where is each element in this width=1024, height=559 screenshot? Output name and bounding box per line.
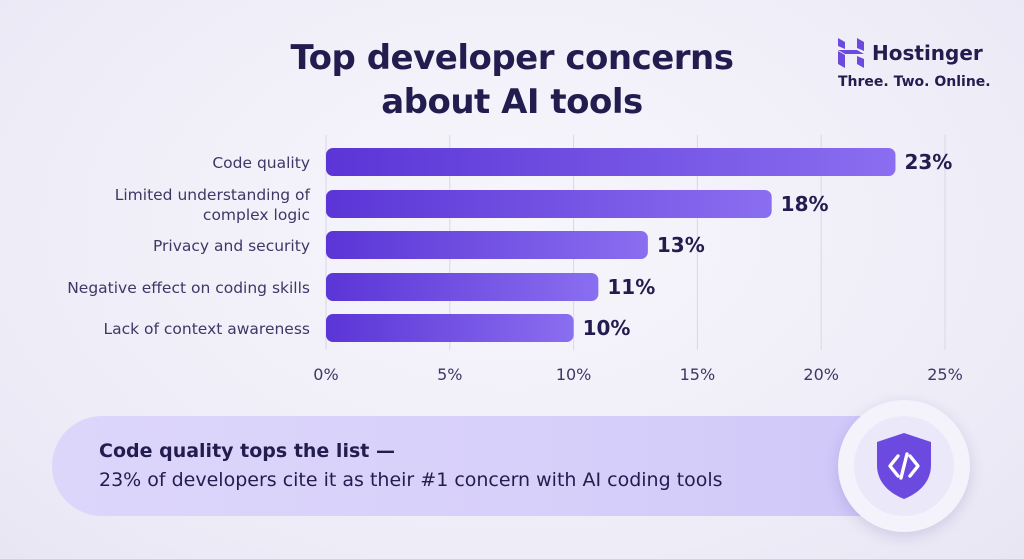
category-label: Limited understanding of	[115, 186, 311, 204]
callout-heading: Code quality tops the list —	[99, 440, 395, 462]
x-tick-label: 20%	[803, 365, 839, 384]
x-tick-label: 15%	[680, 365, 716, 384]
category-label: complex logic	[203, 206, 310, 224]
category-label: Lack of context awareness	[103, 320, 310, 338]
bar	[326, 190, 772, 218]
bar	[326, 273, 599, 301]
brand-name: Hostinger	[872, 41, 983, 65]
bar	[326, 148, 896, 176]
category-label: Code quality	[212, 154, 310, 172]
x-tick-label: 5%	[437, 365, 462, 384]
badge-inner-circle	[854, 416, 954, 516]
chart-title: Top developer concerns about AI tools	[0, 36, 1024, 124]
chart-title-line-1: Top developer concerns	[290, 38, 735, 78]
x-tick-label: 0%	[313, 365, 338, 384]
bar	[326, 314, 574, 342]
x-tick-label: 10%	[556, 365, 592, 384]
bar-value-label: 10%	[583, 316, 631, 340]
brand-block: Hostinger Three. Two. Online.	[838, 38, 998, 90]
category-label: Negative effect on coding skills	[67, 279, 310, 297]
bar	[326, 231, 648, 259]
bar-value-label: 18%	[781, 192, 829, 216]
callout-text: 23% of developers cite it as their #1 co…	[99, 469, 723, 491]
brand-tagline: Three. Two. Online.	[838, 74, 991, 90]
bar-value-label: 11%	[607, 275, 655, 299]
chart-title-line-2: about AI tools	[381, 82, 643, 122]
x-tick-label: 25%	[927, 365, 963, 384]
category-label: Privacy and security	[153, 237, 310, 255]
bar-value-label: 23%	[904, 150, 952, 174]
callout-panel	[52, 416, 922, 516]
hostinger-logo-icon	[838, 38, 864, 68]
shield-code-icon	[877, 433, 931, 499]
bar-value-label: 13%	[657, 233, 705, 257]
